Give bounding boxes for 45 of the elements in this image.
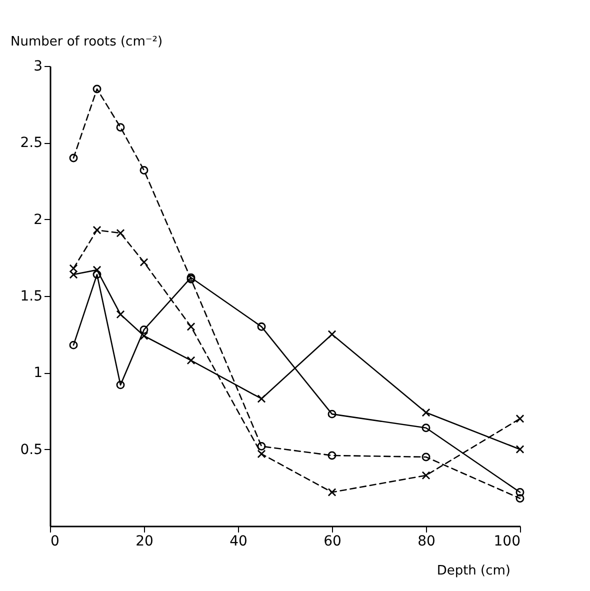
x-tick-label: 100 [494, 534, 520, 550]
point [92, 270, 102, 279]
y-axis-title: Number of roots (cm⁻²) [10, 34, 163, 50]
point [116, 228, 125, 238]
point [328, 451, 336, 460]
x-tick-label: 20 [136, 534, 154, 550]
point [140, 166, 148, 174]
point [516, 445, 524, 454]
point [422, 424, 430, 432]
point [116, 380, 125, 390]
point [69, 154, 78, 162]
point [140, 326, 148, 334]
y-tick-label: 2 [34, 212, 42, 228]
point [69, 340, 78, 350]
point [328, 330, 336, 339]
point [422, 452, 430, 462]
point [116, 310, 125, 319]
point [328, 488, 336, 497]
point [140, 332, 148, 340]
y-tick-label: 1.5 [20, 288, 42, 304]
point [516, 414, 524, 423]
point [186, 356, 196, 365]
point [140, 258, 148, 267]
point [516, 494, 524, 503]
point [422, 471, 430, 480]
point [186, 322, 196, 331]
y-tick-label: 2.5 [20, 135, 42, 152]
point [257, 322, 266, 331]
point [328, 410, 336, 418]
point [257, 394, 266, 403]
x-tick-label: 0 [50, 534, 60, 550]
x-tick-label: 40 [230, 534, 248, 550]
x-tick-label: 60 [324, 534, 342, 550]
point [516, 488, 524, 496]
x-axis-title: Depth (cm) [436, 564, 510, 578]
point [422, 408, 430, 417]
point [257, 450, 266, 458]
y-tick-label: 3 [34, 58, 42, 74]
x-tick-label: 80 [418, 534, 436, 550]
point [257, 442, 266, 450]
y-tick-label: 1 [34, 365, 42, 382]
point [92, 226, 102, 234]
point [92, 84, 102, 94]
point [116, 123, 125, 132]
y-tick-label: 0.5 [20, 442, 42, 458]
